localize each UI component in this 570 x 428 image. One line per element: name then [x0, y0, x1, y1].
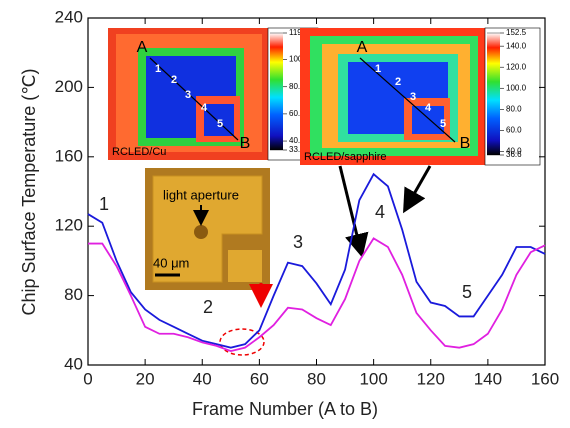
annotation: 1: [99, 194, 109, 214]
x-tick-label: 40: [193, 369, 212, 388]
point-label: A: [137, 39, 148, 56]
colorbar-label: 100.0: [506, 83, 527, 92]
x-tick-label: 100: [359, 369, 387, 388]
arrow: [406, 166, 430, 208]
inset-label: RCLED/sapphire: [304, 151, 387, 163]
colorbar-label: 120.0: [506, 62, 527, 71]
x-tick-label: 60: [250, 369, 269, 388]
annotation: 5: [462, 282, 472, 302]
point-label: 3: [410, 91, 416, 103]
point-label: 1: [155, 63, 161, 75]
colorbar: [270, 33, 283, 150]
x-axis-label: Frame Number (A to B): [192, 399, 378, 419]
y-tick-label: 40: [64, 354, 83, 373]
y-tick-label: 200: [55, 77, 83, 96]
point-label: A: [357, 39, 368, 56]
point-label: 5: [440, 118, 446, 130]
y-tick-label: 120: [55, 216, 83, 235]
annotation: 2: [203, 297, 213, 317]
inset-label: RCLED/Cu: [112, 146, 166, 158]
point-label: B: [240, 135, 251, 152]
annotation: 4: [375, 202, 385, 222]
point-label: 4: [425, 102, 432, 114]
point-label: 5: [217, 118, 223, 130]
chart: Frame Number (A to B) Chip Surface Tempe…: [0, 0, 570, 423]
colorbar-label: 36.6: [506, 150, 522, 159]
colorbar: [487, 33, 500, 155]
point-label: 1: [375, 63, 381, 75]
x-tick-label: 20: [136, 369, 155, 388]
aperture: [194, 225, 208, 239]
x-tick-label: 0: [83, 369, 92, 388]
point-label: 3: [185, 89, 191, 101]
colorbar-label: 140.0: [506, 41, 527, 50]
x-tick-label: 120: [417, 369, 445, 388]
annotation: 3: [293, 232, 303, 252]
y-tick-label: 160: [55, 146, 83, 165]
photo-label: light aperture: [163, 187, 239, 202]
colorbar-label: 60.0: [506, 125, 522, 134]
y-axis-label: Chip Surface Temperature (℃): [19, 69, 39, 316]
x-tick-label: 140: [474, 369, 502, 388]
photo: [228, 250, 262, 282]
inset-cu: RCLED/CuAB12345119.6100.080.060.040.033.…: [108, 28, 318, 160]
point-label: B: [460, 135, 471, 152]
photo-inset: light aperture 40 μm: [145, 168, 270, 290]
point-label: 2: [171, 74, 177, 86]
colorbar-label: 152.5: [506, 28, 527, 37]
x-tick-label: 160: [531, 369, 559, 388]
x-tick-label: 80: [307, 369, 326, 388]
point-label: 4: [201, 102, 208, 114]
point-label: 2: [395, 76, 401, 88]
y-tick-label: 80: [64, 285, 83, 304]
scale-label: 40 μm: [153, 255, 189, 270]
y-tick-label: 240: [55, 7, 83, 26]
colorbar-label: 80.0: [506, 104, 522, 113]
